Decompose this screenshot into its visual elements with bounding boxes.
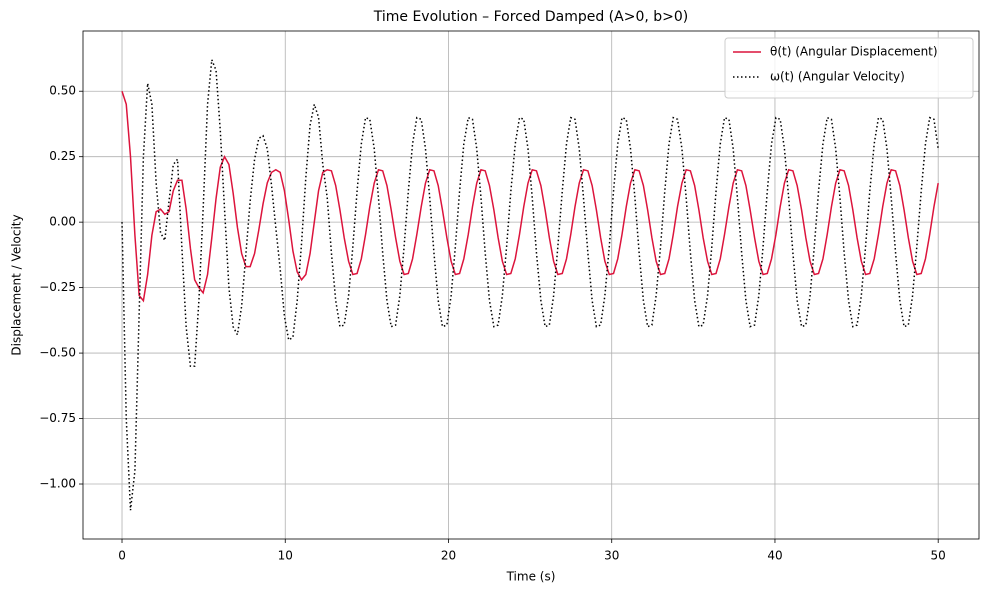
x-tick-label: 30 (604, 549, 619, 563)
x-tick-label: 20 (441, 549, 456, 563)
x-tick-label: 40 (767, 549, 782, 563)
plot-area (121, 59, 939, 511)
legend-box (724, 37, 974, 99)
y-tick-label: 0.00 (49, 215, 76, 229)
chart-title: Time Evolution – Forced Damped (A>0, b>0… (373, 9, 689, 25)
legend-label: θ(t) (Angular Displacement) (770, 45, 938, 59)
y-tick-label: −0.25 (39, 280, 76, 294)
x-tick-label: 50 (931, 549, 946, 563)
y-tick-label: −0.75 (39, 411, 76, 425)
y-tick-label: −1.00 (39, 477, 76, 491)
x-tick-label: 0 (118, 549, 126, 563)
y-axis-label: Displacement / Velocity (10, 214, 24, 355)
data-line (121, 59, 939, 511)
x-tick-label: 10 (278, 549, 293, 563)
legend: θ(t) (Angular Displacement) ω(t) (Angular… (724, 37, 974, 99)
y-tick-label: 0.50 (49, 84, 76, 98)
axes-frame (82, 30, 980, 540)
y-tick-label: 0.25 (49, 149, 76, 163)
legend-label: ω(t) (Angular Velocity) (770, 70, 905, 84)
y-tick-label: −0.50 (39, 346, 76, 360)
x-axis-label: Time (s) (506, 570, 556, 584)
